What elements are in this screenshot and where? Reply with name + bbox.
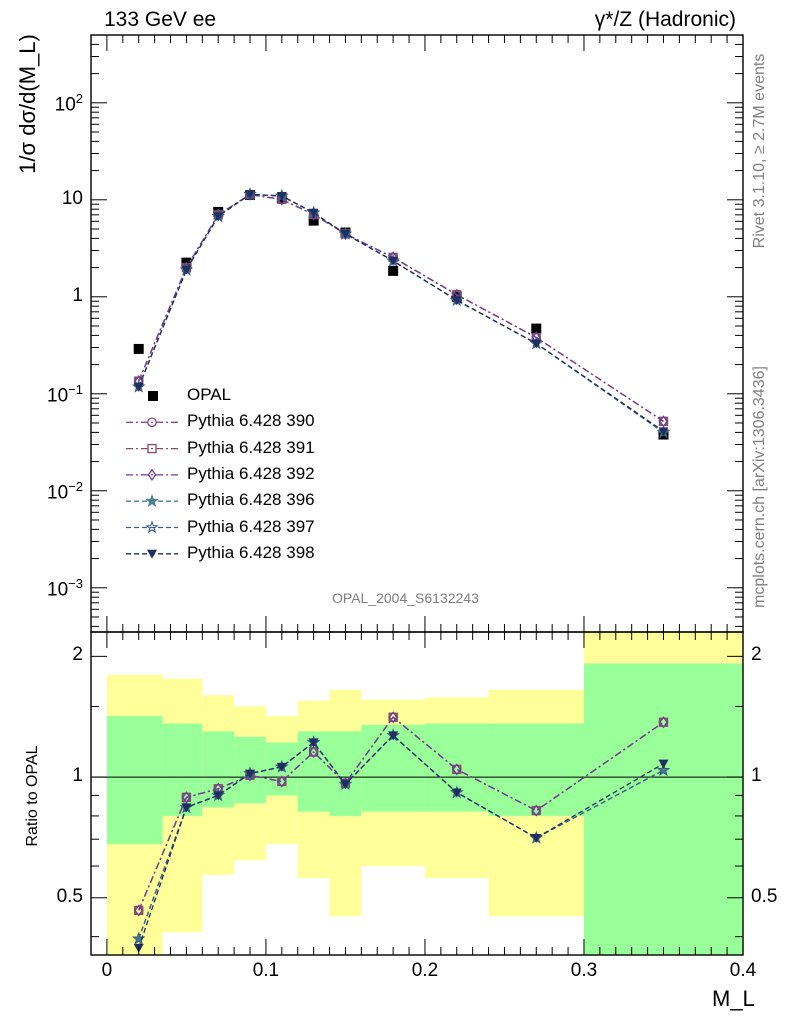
- ratio-data-point: [213, 791, 224, 801]
- legend: [126, 391, 178, 559]
- ratio-data-point: [531, 833, 542, 843]
- ratio-series-pythia-6-428-398: [133, 731, 669, 953]
- ratio-y-axis-label-text: Ratio to OPAL: [24, 745, 41, 847]
- x-tick-label: 0.3: [570, 960, 598, 981]
- ratio-data-point: [531, 804, 541, 817]
- x-axis-label: M_L: [712, 986, 755, 1012]
- legend-marker: [148, 391, 158, 401]
- ratio-data-point: [452, 763, 462, 776]
- data-point: [133, 343, 144, 354]
- legend-label: Pythia 6.428 397: [187, 516, 315, 536]
- legend-entry: [126, 468, 178, 482]
- inner-band-bin: [162, 723, 203, 816]
- legend-marker: [147, 468, 157, 482]
- main-y-tick-label: 1: [72, 284, 83, 306]
- inner-band-bin: [583, 663, 743, 955]
- ratio-data-point: [388, 711, 398, 724]
- legend-entry: [126, 494, 178, 507]
- data-point: [388, 256, 399, 266]
- data-point: [531, 339, 542, 349]
- ratio-y-tick-label-right: 1: [751, 765, 762, 787]
- ratio-data-point: [134, 904, 144, 917]
- main-y-axis-label-text: 1/σ dσ/d(M_L): [15, 34, 40, 174]
- data-point: [133, 382, 144, 392]
- legend-marker: [147, 549, 157, 559]
- ratio-y-tick-label-left: 1: [72, 765, 83, 787]
- x-axis-label-text: M_L: [712, 986, 755, 1011]
- main-y-tick-label: 10−2: [47, 478, 83, 504]
- main-y-tick-label: 102: [54, 90, 83, 116]
- data-point: [181, 265, 192, 275]
- legend-label: Pythia 6.428 398: [187, 542, 315, 562]
- ratio-data-point: [309, 745, 319, 759]
- legend-marker: [147, 417, 157, 428]
- ratio-data-point: [451, 788, 462, 798]
- main-y-tick-label: 10−3: [47, 575, 83, 601]
- ratio-data-point: [658, 759, 669, 769]
- legend-marker: [145, 520, 159, 534]
- legend-label: Pythia 6.428 390: [187, 411, 315, 431]
- legend-marker: [145, 494, 159, 507]
- axis-ticks: [91, 34, 744, 955]
- legend-label: Pythia 6.428 396: [187, 490, 315, 510]
- ratio-data-point: [181, 803, 192, 813]
- data-point: [213, 212, 224, 222]
- ratio-y-tick-label-left: 2: [72, 644, 83, 666]
- data-point: [245, 190, 256, 200]
- inner-band-bin: [488, 723, 584, 816]
- legend-entry: [148, 391, 158, 401]
- legend-entry: [126, 520, 178, 534]
- legend-label: OPAL: [187, 385, 232, 404]
- x-tick-label: 0: [101, 960, 113, 981]
- legend-entry: [126, 549, 178, 559]
- data-point: [658, 427, 669, 437]
- ratio-data-point: [656, 763, 671, 776]
- ratio-data-point: [659, 716, 668, 729]
- main-y-tick-label: 10: [61, 187, 83, 209]
- ratio-series-line: [138, 716, 664, 911]
- data-point: [276, 191, 287, 201]
- ratio-data-point: [276, 762, 287, 772]
- ratio-data-point: [308, 738, 319, 748]
- main-y-axis-label: 1/σ dσ/d(M_L): [14, 14, 42, 194]
- data-point: [308, 208, 319, 218]
- inner-band-bin: [424, 723, 489, 812]
- analysis-id-label: OPAL_2004_S6132243: [332, 590, 479, 606]
- inner-band-bin: [106, 715, 163, 845]
- data-point: [451, 296, 462, 306]
- x-tick-label: 0.2: [411, 960, 439, 981]
- header-right: γ*/Z (Hadronic): [594, 8, 736, 31]
- rivet-version-label: Rivet 3.1.10, ≥ 2.7M events: [751, 53, 768, 249]
- data-point: [340, 229, 351, 239]
- ratio-panel-frame: [90, 631, 744, 956]
- ratio-data-point: [388, 731, 399, 741]
- x-tick-label: 0.4: [729, 960, 757, 981]
- legend-label: Pythia 6.428 391: [187, 437, 315, 457]
- header-left: 133 GeV ee: [104, 8, 217, 31]
- ratio-panel-series: [131, 711, 671, 953]
- series-pythia-6-428-398: [133, 190, 669, 437]
- ratio-series-line: [138, 734, 664, 949]
- main-y-tick-label: 10−1: [47, 381, 83, 407]
- ratio-data-point: [340, 780, 351, 790]
- ratio-data-point: [245, 769, 256, 779]
- mcplots-label: mcplots.cern.ch [arXiv:1306.3436]: [751, 366, 768, 608]
- ratio-y-tick-label-right: 0.5: [751, 885, 778, 907]
- ratio-uncertainty-bands: [106, 632, 743, 955]
- legend-label: Pythia 6.428 392: [187, 463, 315, 483]
- data-point: [388, 265, 399, 276]
- ratio-data-point: [277, 775, 287, 788]
- ratio-y-tick-label-left: 0.5: [56, 885, 83, 907]
- ratio-y-axis-label: Ratio to OPAL: [22, 736, 44, 856]
- data-point: [531, 323, 542, 334]
- x-tick-label: 0.1: [252, 960, 280, 981]
- legend-entry: [126, 443, 178, 454]
- ratio-y-tick-label-right: 2: [751, 644, 762, 666]
- main-panel-series: [131, 187, 671, 440]
- legend-entry: [126, 417, 178, 428]
- legend-marker: [147, 443, 157, 454]
